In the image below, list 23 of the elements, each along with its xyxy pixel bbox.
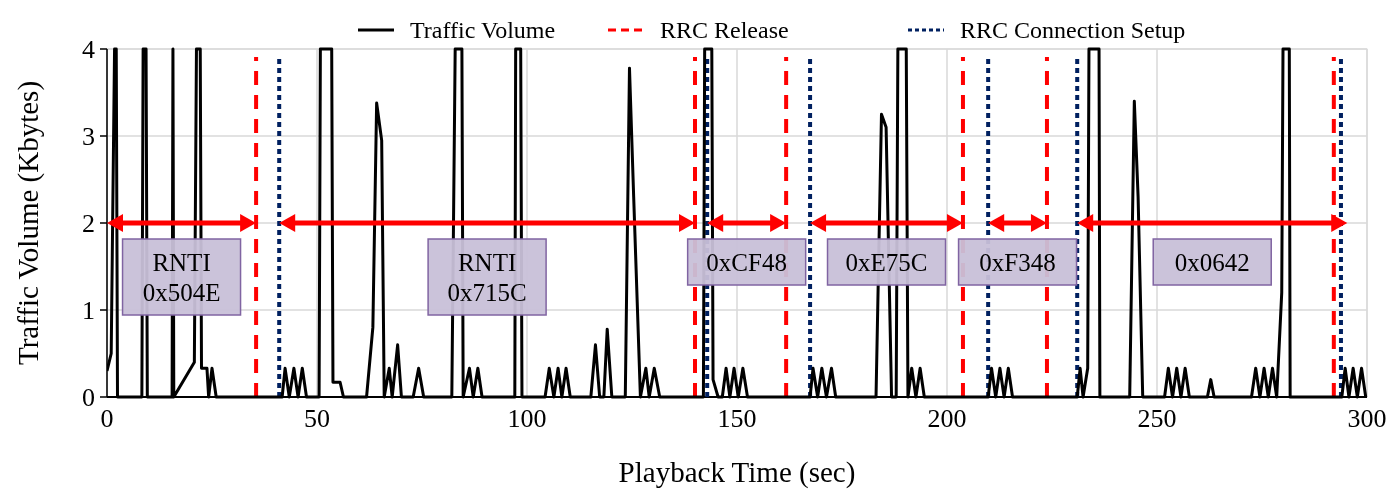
annotation: 0xF348 — [979, 248, 1056, 276]
x-tick-label: 100 — [507, 404, 547, 433]
x-tick-label: 50 — [304, 404, 330, 433]
y-tick-label: 2 — [82, 208, 95, 238]
x-axis-title: Playback Time (sec) — [618, 456, 856, 489]
annotation: 0xE75C — [845, 248, 928, 276]
legend-label: RRC Release — [660, 17, 789, 43]
annotation: 0xCF48 — [706, 248, 787, 276]
legend-label: RRC Connection Setup — [960, 17, 1186, 43]
x-tick-label: 200 — [927, 404, 967, 433]
y-tick-label: 3 — [82, 121, 95, 151]
y-tick-label: 0 — [82, 382, 95, 412]
y-axis-title: Traffic Volume (Kbytes) — [12, 80, 45, 366]
y-tick-label: 1 — [82, 295, 95, 325]
annotation: 0x0642 — [1174, 248, 1250, 276]
x-tick-label: 250 — [1137, 404, 1177, 433]
x-tick-label: 0 — [100, 404, 114, 433]
annotation: RNTI 0x504E — [142, 248, 221, 306]
x-tick-label: 300 — [1347, 404, 1387, 433]
legend-label: Traffic Volume — [410, 17, 556, 43]
annotation: RNTI 0x715C — [447, 248, 527, 306]
x-tick-label: 150 — [717, 404, 757, 433]
y-tick-label: 4 — [82, 34, 95, 64]
